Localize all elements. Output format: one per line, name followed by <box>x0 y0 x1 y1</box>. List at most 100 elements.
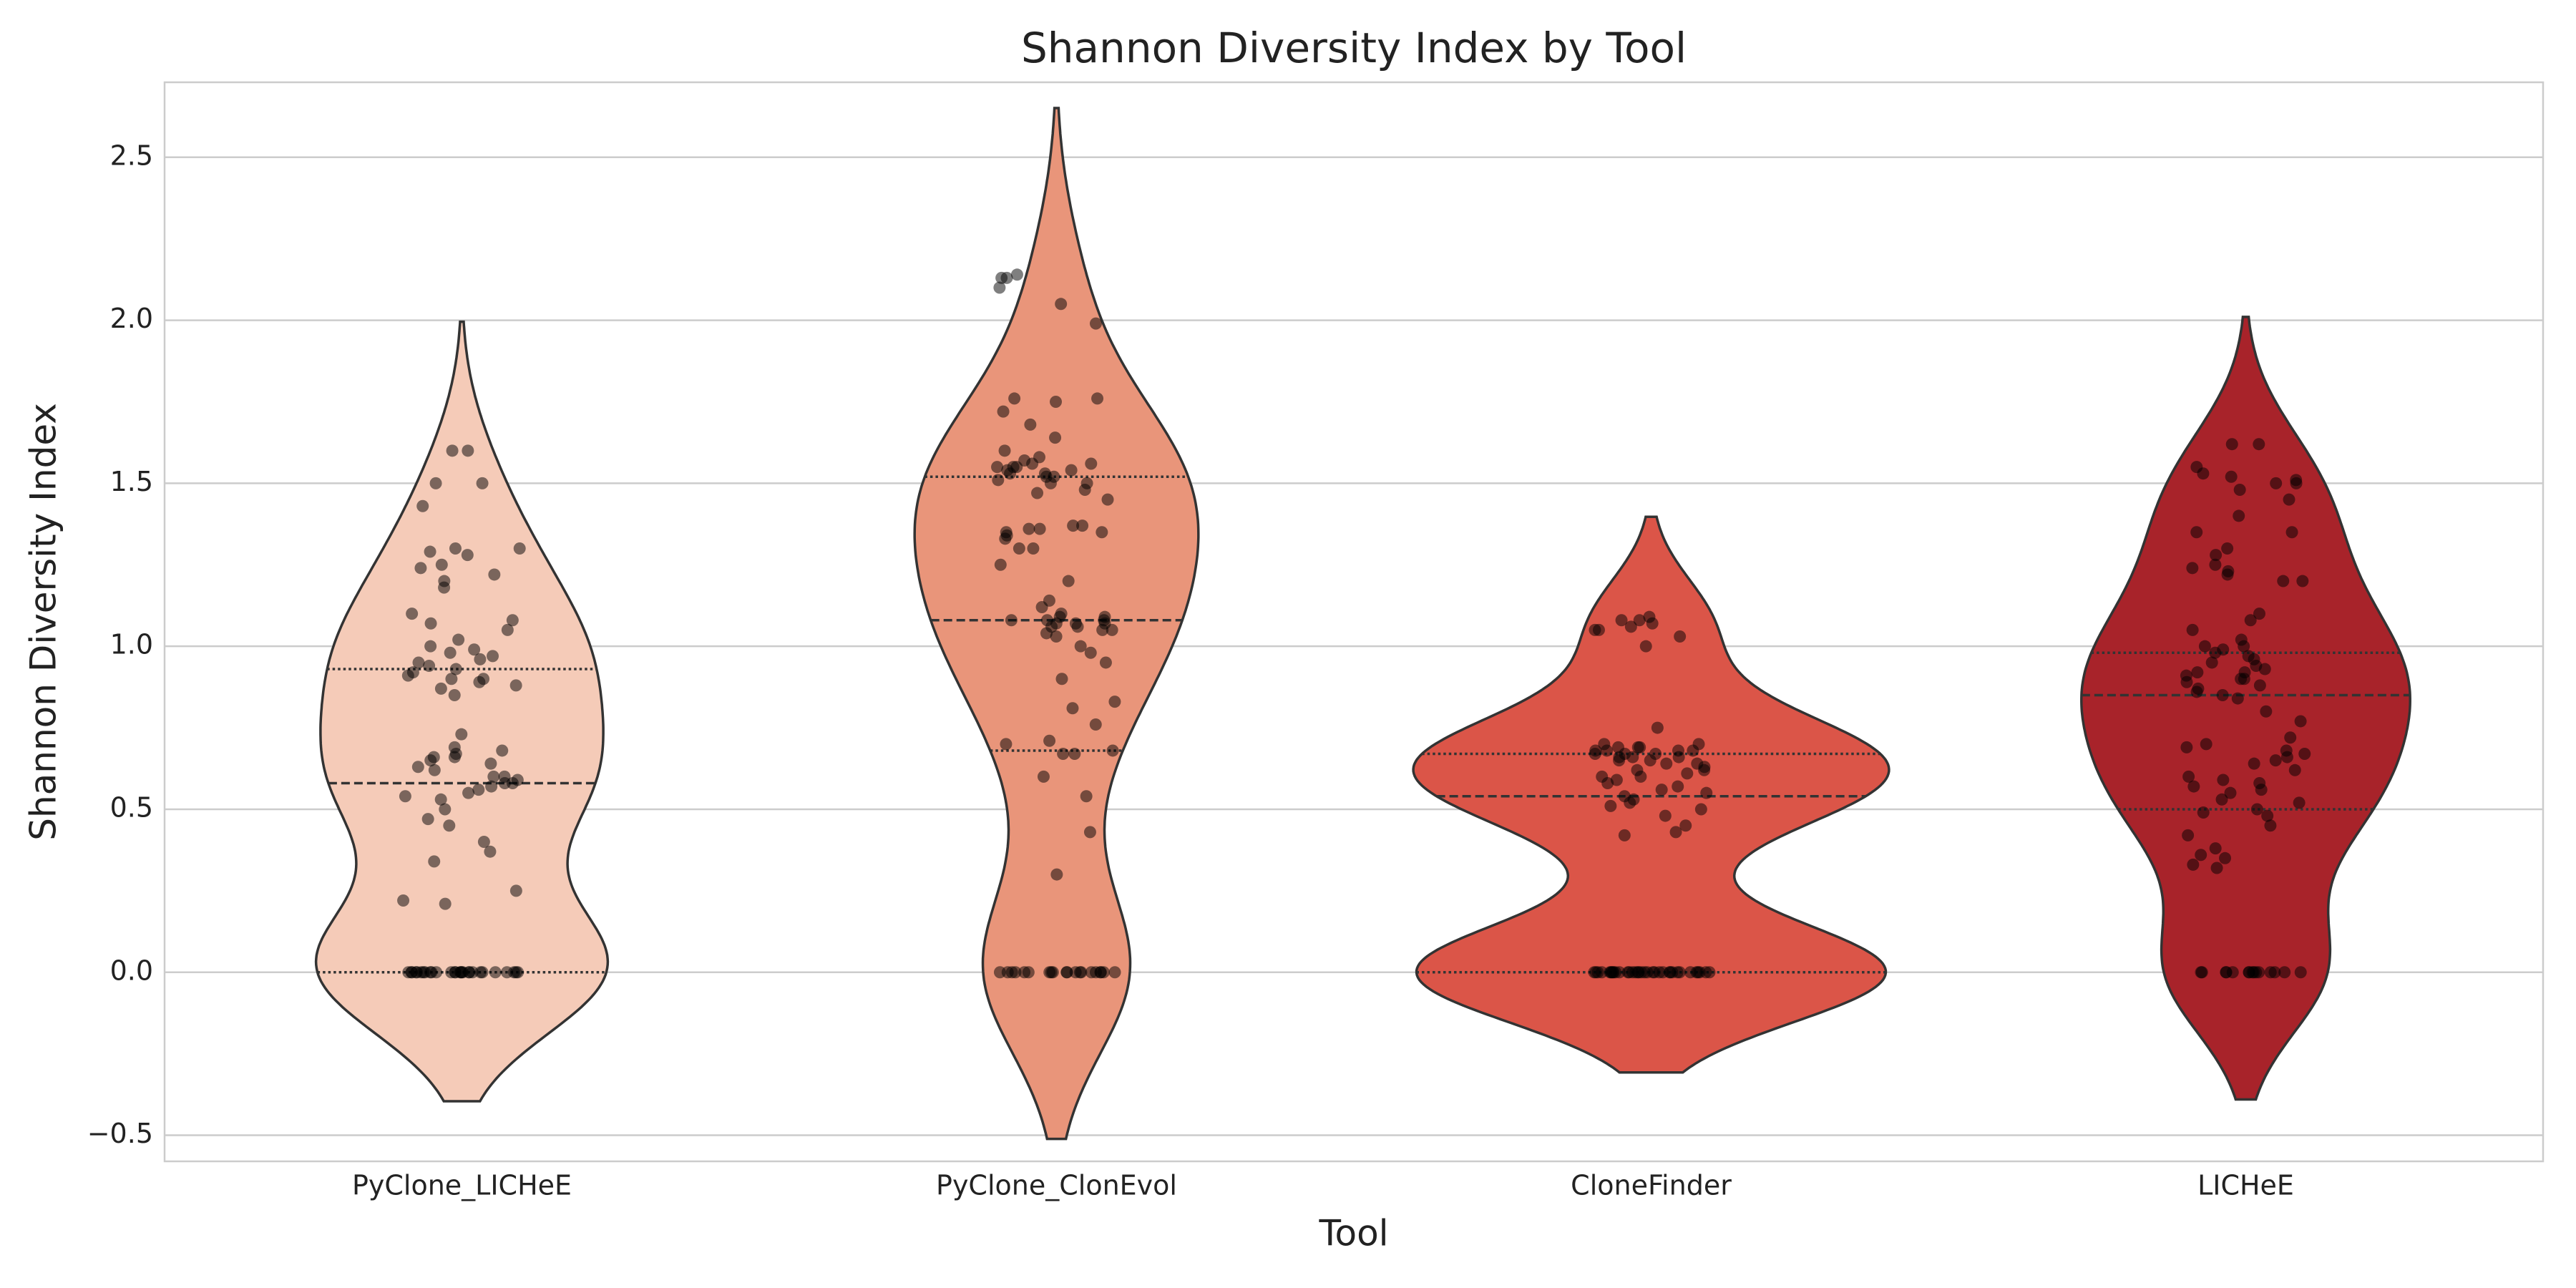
data-point <box>2253 679 2266 692</box>
data-point <box>1698 763 1711 776</box>
data-point <box>1089 718 1102 731</box>
data-point <box>434 793 447 806</box>
data-point <box>509 966 522 979</box>
data-point <box>397 894 410 907</box>
data-point <box>2253 438 2265 451</box>
data-point <box>2190 686 2203 698</box>
data-point <box>1687 744 1699 757</box>
data-point <box>991 461 1004 474</box>
data-point <box>1055 673 1068 686</box>
data-point <box>452 633 465 646</box>
data-point <box>2284 731 2297 744</box>
data-point <box>2288 763 2301 776</box>
data-point <box>419 966 431 979</box>
data-point <box>2221 542 2234 555</box>
data-point <box>476 477 489 489</box>
data-point <box>997 405 1010 418</box>
data-point <box>2278 966 2291 979</box>
data-point <box>1634 770 1647 783</box>
data-point <box>406 608 419 620</box>
y-tick-label: 2.5 <box>110 140 153 171</box>
data-point <box>2182 770 2195 783</box>
data-point <box>439 897 452 910</box>
data-point <box>2187 780 2200 793</box>
data-point <box>428 855 441 868</box>
data-point <box>2216 689 2229 702</box>
data-point <box>1108 966 1121 979</box>
data-point <box>2255 784 2268 796</box>
data-point <box>2225 438 2238 451</box>
y-tick-label: −0.5 <box>87 1118 153 1149</box>
data-point <box>477 836 490 849</box>
data-point <box>1076 519 1089 532</box>
data-point <box>1615 614 1628 627</box>
data-point <box>1601 744 1614 757</box>
data-point <box>468 643 481 656</box>
data-point <box>2191 666 2204 679</box>
data-point <box>446 444 459 457</box>
data-point <box>2209 558 2222 571</box>
data-point <box>2186 623 2199 636</box>
data-point <box>424 754 437 767</box>
data-point <box>1106 623 1118 636</box>
data-point <box>449 663 462 675</box>
data-point <box>2197 467 2210 480</box>
data-point <box>1646 617 1659 630</box>
data-point <box>1024 418 1037 431</box>
data-point <box>1044 477 1057 489</box>
data-point <box>496 744 509 757</box>
data-point <box>1669 826 1682 839</box>
y-tick-label: 2.0 <box>110 303 153 334</box>
data-point <box>2248 757 2260 770</box>
data-point <box>1605 966 1618 979</box>
data-point <box>1626 966 1639 979</box>
data-point <box>2210 549 2223 562</box>
data-point <box>2294 966 2307 979</box>
data-point <box>501 623 514 636</box>
data-point <box>2233 483 2246 496</box>
data-point <box>1050 395 1063 408</box>
data-point <box>449 542 462 555</box>
data-point <box>993 281 1006 294</box>
x-tick-label: LICHeE <box>2197 1170 2294 1201</box>
data-point <box>461 549 474 562</box>
data-point <box>1005 614 1018 627</box>
data-point <box>1673 966 1686 979</box>
data-point <box>1078 483 1091 496</box>
data-point <box>2226 966 2239 979</box>
data-point <box>2283 493 2296 506</box>
x-tick-label: PyClone_LICHeE <box>352 1170 572 1201</box>
data-point <box>1659 809 1672 822</box>
data-point <box>472 784 485 796</box>
data-point <box>414 562 427 575</box>
data-point <box>487 650 499 663</box>
x-tick-label: PyClone_ClonEvol <box>936 1170 1177 1201</box>
data-point <box>462 786 475 799</box>
data-point <box>1049 431 1062 444</box>
data-point <box>2215 793 2228 806</box>
data-point <box>2217 774 2230 786</box>
data-point <box>1618 829 1631 841</box>
data-point <box>1069 966 1082 979</box>
data-point <box>1074 640 1087 653</box>
data-point <box>2296 575 2309 587</box>
data-point <box>506 614 519 627</box>
data-point <box>1635 966 1648 979</box>
data-point <box>1018 966 1031 979</box>
data-point <box>439 803 452 816</box>
plot-frame <box>163 81 2545 1163</box>
data-point <box>1010 268 1023 281</box>
data-point <box>485 780 498 793</box>
data-point <box>993 966 1006 979</box>
data-point <box>1065 464 1078 477</box>
data-point <box>1013 542 1025 555</box>
data-point <box>463 966 476 979</box>
data-point <box>1050 868 1063 881</box>
data-point <box>438 581 451 594</box>
data-point <box>1672 780 1684 793</box>
data-point <box>488 568 501 581</box>
data-point <box>1633 614 1646 627</box>
data-point <box>2195 966 2207 979</box>
data-point <box>513 542 526 555</box>
